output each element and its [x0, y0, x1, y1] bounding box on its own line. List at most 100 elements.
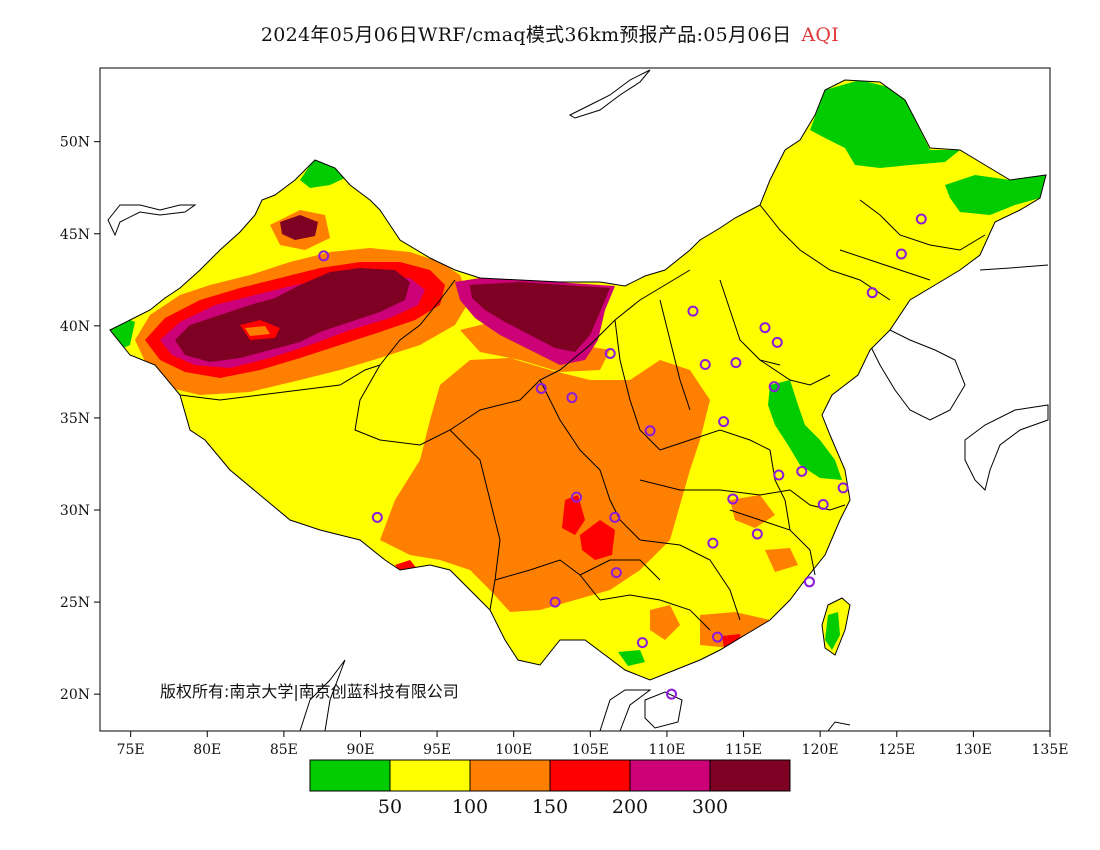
x-tick-label: 110E	[648, 742, 685, 758]
city-markers	[318, 213, 927, 700]
city-marker	[644, 425, 656, 437]
x-tick-label: 125E	[878, 742, 915, 758]
border-guizhou	[579, 559, 661, 581]
border-sichuan-yunnan	[494, 559, 601, 601]
x-tick-label: 80E	[193, 742, 221, 758]
aqi-good-guangxi	[618, 650, 645, 666]
border-anhui	[769, 449, 791, 531]
border-qinghai	[354, 364, 561, 446]
city-marker	[796, 465, 808, 477]
aqi-unhealthy-chongqing	[580, 520, 615, 560]
city-marker	[768, 381, 780, 393]
y-axis: 50N 45N 40N 35N 30N 25N 20N	[60, 135, 100, 703]
kazakhstan-coast	[107, 204, 197, 237]
russia-coast	[568, 69, 651, 119]
y-tick-label: 30N	[60, 503, 90, 519]
city-marker	[712, 631, 723, 643]
y-tick-label: 45N	[60, 227, 90, 243]
china-outline	[109, 79, 1047, 681]
y-tick-label: 20N	[60, 687, 90, 703]
city-marker	[371, 511, 383, 523]
city-marker	[636, 637, 648, 649]
title-variable: AQI	[801, 24, 840, 46]
aqi-usg-south4	[650, 605, 680, 640]
x-tick-label: 75E	[117, 742, 145, 758]
border-heilongjiang	[859, 199, 986, 251]
city-marker	[751, 528, 763, 540]
y-tick-label: 25N	[60, 595, 90, 611]
border-shandong	[759, 359, 831, 386]
japan-coast	[964, 404, 1049, 491]
aqi-hazardous-tarim	[175, 268, 410, 362]
city-marker	[817, 498, 829, 510]
border-guangxi	[599, 594, 711, 631]
legend-swatch	[549, 759, 631, 792]
aqi-good-jiangsu	[768, 380, 842, 480]
city-marker	[609, 511, 621, 523]
aqi-unhealthy-sichuan	[562, 495, 585, 535]
border-hunan	[639, 539, 741, 621]
city-marker	[571, 491, 583, 503]
x-tick-label: 120E	[802, 742, 839, 758]
legend-swatch	[389, 759, 471, 792]
hainan	[644, 691, 683, 729]
korea-coast	[869, 329, 966, 421]
x-tick-label: 130E	[955, 742, 992, 758]
map-title: 2024年05月06日WRF/cmaq模式36km预报产品:05月06日 AQI	[0, 20, 1100, 47]
x-tick-label: 115E	[725, 742, 762, 758]
aqi-good-heilongjiang	[945, 175, 1046, 215]
border-hubei	[639, 479, 791, 496]
border-jilin	[839, 249, 931, 281]
philippines-coast	[827, 721, 851, 732]
city-marker	[915, 213, 927, 225]
y-tick-label: 35N	[60, 411, 90, 427]
city-marker	[773, 469, 785, 481]
border-xinjiang-tibet	[179, 364, 381, 401]
x-axis: 75E 80E 85E 90E 95E 100E 105E 110E 115E 120E 125E 1…	[117, 731, 1069, 758]
border-shanxi	[659, 299, 691, 411]
city-marker	[771, 336, 783, 348]
aqi-usg-inner-patch	[245, 326, 270, 336]
x-tick-label: 95E	[423, 742, 451, 758]
city-marker	[727, 493, 739, 505]
border-innermongolia-ne	[759, 204, 891, 301]
border-henan	[659, 429, 771, 451]
y-tick-label: 50N	[60, 135, 90, 151]
city-marker	[604, 347, 616, 359]
city-marker	[549, 596, 561, 608]
border-shaanxi	[614, 319, 661, 451]
y-tick-label: 40N	[60, 319, 90, 335]
city-marker	[759, 322, 771, 334]
aqi-usg-south2	[730, 495, 775, 528]
border-xinjiang-gansu	[379, 279, 456, 366]
city-marker	[610, 567, 622, 579]
x-tick-label: 100E	[495, 742, 532, 758]
x-tick-label: 90E	[346, 742, 374, 758]
legend-label: 300	[692, 796, 728, 818]
city-marker	[566, 392, 578, 404]
title-main: 2024年05月06日WRF/cmaq模式36km预报产品:05月06日	[260, 24, 792, 46]
legend-swatch	[309, 759, 391, 792]
aqi-hazardous-gobi	[470, 282, 610, 352]
japan-north	[979, 264, 1049, 271]
city-marker	[666, 688, 678, 700]
legend-label: 150	[532, 796, 568, 818]
legend-label: 50	[378, 796, 402, 818]
border-gansu-innermongolia	[559, 269, 691, 371]
india-coast	[299, 659, 346, 732]
legend-swatch	[709, 759, 791, 792]
x-tick-label: 135E	[1032, 742, 1069, 758]
border-sichuan-east	[539, 379, 641, 541]
city-marker	[866, 287, 878, 299]
city-marker	[535, 382, 547, 394]
city-marker	[687, 305, 699, 317]
city-marker	[318, 250, 330, 262]
aqi-usg-south3	[765, 548, 798, 572]
x-tick-label: 105E	[572, 742, 609, 758]
border-hebei	[719, 279, 781, 366]
city-marker	[837, 482, 849, 494]
aqi-legend: 50 100 150 200 300	[309, 759, 791, 818]
city-marker	[718, 416, 730, 428]
x-tick-label: 85E	[270, 742, 298, 758]
copyright-text: 版权所有:南京大学|南京创蓝科技有限公司	[160, 682, 459, 701]
